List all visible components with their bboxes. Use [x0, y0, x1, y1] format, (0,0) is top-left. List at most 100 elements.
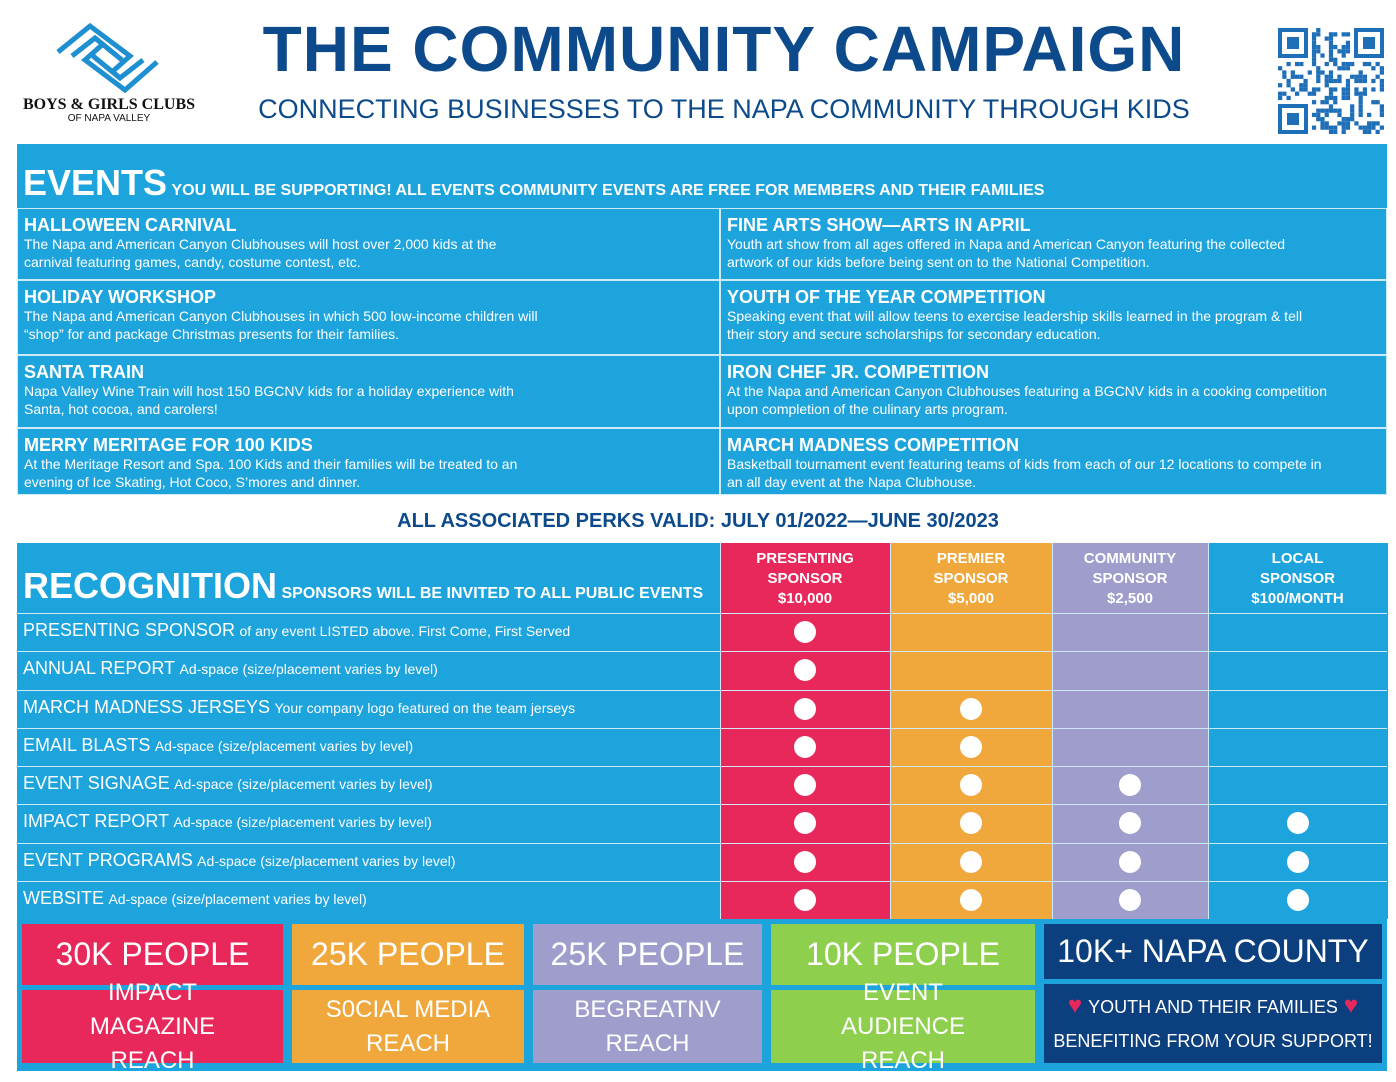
qr-module [1328, 91, 1334, 96]
qr-module [1367, 121, 1372, 126]
qr-module [1362, 87, 1368, 92]
qr-module [1345, 61, 1351, 67]
qr-module [1324, 95, 1329, 101]
qr-module [1324, 100, 1329, 105]
level-price: $100/MONTH [1251, 590, 1344, 607]
reach-number: 25K PEOPLE [533, 924, 762, 985]
qr-module [1337, 66, 1342, 71]
row-line [17, 842, 1387, 844]
reach-label: S0CIAL MEDIA REACH [292, 990, 524, 1063]
events-panel: EVENTS YOU WILL BE SUPPORTING! ALL EVENT… [17, 144, 1387, 495]
row-line [17, 689, 1387, 691]
qr-module [1287, 113, 1299, 125]
qr-module [1379, 112, 1384, 118]
event-cell: HALLOWEEN CARNIVAL The Napa and American … [17, 208, 720, 280]
qr-module [1320, 125, 1325, 130]
qr-module [1358, 95, 1363, 101]
level-price: $2,500 [1107, 590, 1153, 607]
events-note: YOU WILL BE SUPPORTING! ALL EVENTS COMMU… [171, 182, 1045, 199]
qr-module [1367, 112, 1372, 118]
qr-module [1354, 121, 1359, 126]
qr-module [1311, 40, 1317, 45]
qr-module [1294, 61, 1300, 67]
row-line [17, 804, 1387, 806]
included-dot [794, 850, 816, 873]
event-cell: HOLIDAY WORKSHOP The Napa and American Ca… [17, 280, 720, 355]
qr-module [1282, 70, 1287, 75]
validity: ALL ASSOCIATED PERKS VALID: JULY 01/2022… [397, 510, 999, 532]
qr-module [1354, 78, 1359, 84]
event-description: Napa Valley Wine Train will host 150 BGC… [24, 383, 514, 417]
qr-module [1311, 57, 1317, 62]
qr-module [1362, 91, 1368, 96]
qr-module [1337, 108, 1342, 113]
qr-module [1278, 91, 1283, 96]
qr-module [1350, 74, 1355, 79]
event-description: Basketball tournament event featuring te… [727, 456, 1322, 490]
qr-module [1337, 49, 1342, 54]
qr-module [1375, 129, 1380, 134]
qr-module [1286, 61, 1291, 67]
included-dot [794, 774, 816, 796]
qr-module [1320, 121, 1325, 126]
qr-module [1299, 83, 1304, 88]
event-description: The Napa and American Canyon Clubhouses … [24, 308, 538, 342]
level-header: PRESENTING SPONSOR $10,000 [720, 549, 890, 609]
included-dot [960, 774, 982, 796]
county-line2: BENEFITING FROM YOUR SUPPORT! [1053, 1031, 1373, 1051]
qr-module [1282, 91, 1287, 96]
qr-module [1287, 37, 1299, 49]
qr-module [1311, 125, 1317, 130]
qr-module [1328, 108, 1334, 113]
reach-label: EVENT AUDIENCE REACH [771, 979, 1035, 1074]
qr-module [1371, 121, 1376, 126]
perk-label: ANNUAL REPORT Ad-space (size/placement v… [23, 658, 718, 679]
qr-module [1320, 70, 1325, 75]
level-price: $10,000 [777, 590, 833, 607]
qr-module [1362, 61, 1368, 67]
qr-module [1358, 74, 1363, 79]
included-dot [794, 888, 816, 911]
qr-module [1328, 129, 1334, 134]
perk-label: IMPACT REPORT Ad-space (size/placement v… [23, 811, 718, 832]
qr-module [1290, 87, 1295, 92]
qr-module [1333, 87, 1338, 92]
qr-module [1333, 32, 1338, 37]
qr-module [1286, 83, 1291, 88]
perk-note: Ad-space (size/placement varies by level… [173, 814, 432, 831]
qr-module [1371, 78, 1376, 84]
subtitle: CONNECTING BUSINESSES TO THE NAPA COMMUN… [258, 94, 1190, 124]
qr-module [1282, 74, 1287, 79]
qr-module [1311, 100, 1317, 105]
included-dot [960, 850, 982, 873]
qr-module [1286, 95, 1291, 101]
qr-module [1320, 117, 1325, 122]
qr-module [1307, 70, 1312, 75]
event-title: HOLIDAY WORKSHOP [24, 287, 217, 307]
qr-module [1303, 78, 1308, 84]
qr-module [1303, 87, 1308, 92]
qr-module [1371, 66, 1376, 71]
qr-module [1278, 66, 1283, 71]
perk-name: MARCH MADNESS JERSEYS [23, 696, 271, 717]
qr-module [1367, 61, 1372, 67]
qr-module [1354, 91, 1359, 96]
qr-module [1316, 70, 1321, 75]
qr-module [1345, 91, 1351, 96]
qr-module [1294, 91, 1300, 96]
level-name: PREMIER SPONSOR [933, 550, 1009, 587]
qr-module [1367, 125, 1372, 130]
qr-module [1358, 100, 1363, 105]
qr-module [1311, 49, 1317, 54]
qr-module [1345, 95, 1351, 101]
qr-module [1379, 87, 1384, 92]
qr-module [1286, 78, 1291, 84]
perk-name: EVENT PROGRAMS [23, 849, 193, 870]
qr-module [1371, 125, 1376, 130]
qr-module [1358, 104, 1363, 109]
qr-module [1311, 112, 1317, 118]
perk-name: PRESENTING SPONSOR [23, 620, 236, 640]
qr-module [1333, 125, 1338, 130]
qr-module [1316, 78, 1321, 84]
level-header: PREMIER SPONSOR $5,000 [890, 549, 1052, 609]
